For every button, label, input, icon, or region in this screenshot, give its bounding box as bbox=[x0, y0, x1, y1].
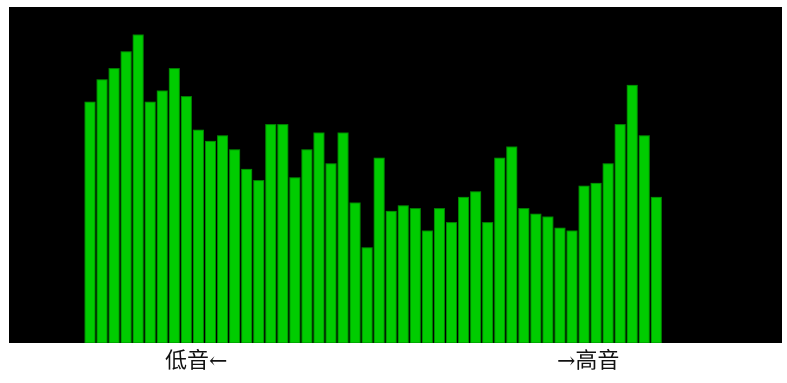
spectrum-bar bbox=[313, 132, 325, 343]
spectrum-bar bbox=[470, 191, 482, 343]
spectrum-bar bbox=[168, 68, 180, 343]
spectrum-bar bbox=[482, 222, 494, 343]
spectrum-bar bbox=[156, 90, 168, 343]
spectrum-bar bbox=[433, 208, 445, 343]
spectrum-bar bbox=[192, 129, 204, 343]
spectrum-bar bbox=[265, 124, 277, 343]
bars-svg bbox=[84, 34, 662, 343]
spectrum-bar bbox=[506, 146, 518, 343]
spectrum-bar bbox=[530, 213, 542, 343]
spectrum-bar bbox=[325, 163, 337, 343]
spectrum-bar bbox=[349, 202, 361, 343]
spectrum-bar bbox=[421, 230, 433, 343]
spectrum-bar bbox=[626, 84, 638, 343]
spectrum-bar bbox=[578, 185, 590, 343]
spectrum-bar bbox=[397, 205, 409, 343]
spectrum-bar bbox=[132, 34, 144, 343]
spectrum-bar bbox=[217, 135, 229, 343]
spectrum-bar bbox=[373, 157, 385, 343]
spectrum-bar bbox=[554, 227, 566, 343]
spectrum-bar bbox=[277, 124, 289, 343]
spectrum-bar bbox=[84, 101, 96, 343]
spectrum-bar bbox=[602, 163, 614, 343]
spectrum-bar bbox=[361, 247, 373, 343]
spectrum-bar bbox=[409, 208, 421, 343]
spectrum-bar bbox=[614, 124, 626, 343]
spectrum-bar bbox=[494, 157, 506, 343]
spectrum-bar bbox=[301, 149, 313, 343]
spectrum-bar bbox=[385, 210, 397, 343]
spectrum-bar bbox=[566, 230, 578, 343]
spectrum-bar bbox=[337, 132, 349, 343]
plot-area bbox=[9, 7, 782, 343]
spectrum-bar bbox=[446, 222, 457, 343]
high-frequency-label: →高音 bbox=[557, 349, 620, 374]
spectrum-bar bbox=[638, 135, 650, 343]
spectrum-bar bbox=[205, 140, 216, 343]
spectrum-bar bbox=[241, 168, 253, 343]
spectrum-bar bbox=[180, 96, 192, 343]
spectrum-bar bbox=[289, 177, 301, 343]
spectrum-bar bbox=[144, 101, 156, 343]
spectrum-bar bbox=[590, 182, 602, 343]
spectrum-bar bbox=[518, 208, 530, 343]
spectrum-bar bbox=[542, 216, 554, 343]
low-frequency-label: 低音← bbox=[165, 349, 228, 374]
spectrum-bar bbox=[650, 196, 662, 343]
spectrum-bar bbox=[229, 149, 241, 343]
spectrum-bar bbox=[253, 180, 265, 343]
spectrum-bar bbox=[96, 79, 108, 343]
spectrum-bar bbox=[458, 196, 470, 343]
spectrum-bar bbox=[120, 51, 132, 343]
spectrum-bar bbox=[108, 68, 120, 343]
